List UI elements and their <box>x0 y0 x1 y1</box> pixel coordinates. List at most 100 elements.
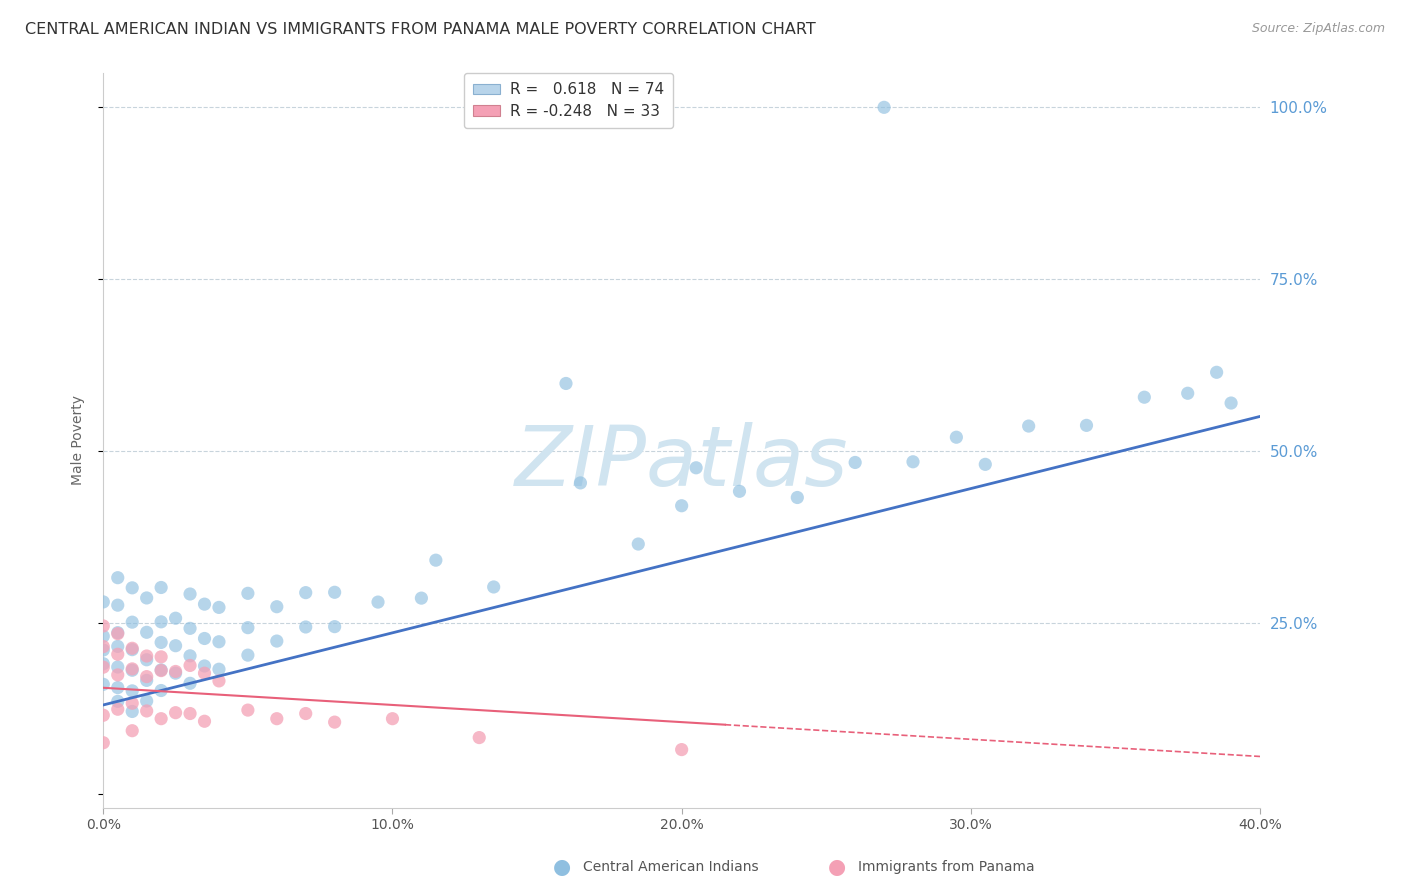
Point <box>671 499 693 513</box>
Text: ●: ● <box>554 857 571 877</box>
Point <box>236 621 259 635</box>
Point <box>208 662 231 676</box>
Text: ●: ● <box>828 857 845 877</box>
Text: ZIPatlas: ZIPatlas <box>515 422 848 503</box>
Point <box>107 625 129 640</box>
Point <box>236 586 259 600</box>
Point <box>135 673 157 688</box>
Point <box>193 666 215 681</box>
Point <box>91 640 114 654</box>
Point <box>135 704 157 718</box>
Point <box>266 634 288 648</box>
Legend: R =   0.618   N = 74, R = -0.248   N = 33: R = 0.618 N = 74, R = -0.248 N = 33 <box>464 73 673 128</box>
Point <box>179 648 201 663</box>
Point <box>150 664 173 678</box>
Point <box>121 615 143 630</box>
Point <box>121 662 143 676</box>
Point <box>150 712 173 726</box>
Point <box>107 702 129 716</box>
Point <box>1076 418 1098 433</box>
Point <box>179 676 201 690</box>
Point <box>266 599 288 614</box>
Point <box>945 430 967 444</box>
Point <box>627 537 650 551</box>
Point <box>121 641 143 656</box>
Point <box>107 668 129 682</box>
Point <box>121 696 143 710</box>
Point <box>91 595 114 609</box>
Point <box>107 640 129 654</box>
Point <box>179 621 201 635</box>
Point <box>367 595 389 609</box>
Point <box>179 658 201 673</box>
Point <box>671 742 693 756</box>
Point <box>135 591 157 605</box>
Point <box>135 694 157 708</box>
Point <box>150 581 173 595</box>
Point <box>294 620 316 634</box>
Point <box>208 634 231 648</box>
Point <box>107 681 129 695</box>
Point <box>165 639 187 653</box>
Point <box>91 619 114 633</box>
Point <box>411 591 433 606</box>
Point <box>685 460 707 475</box>
Point <box>91 677 114 691</box>
Point <box>107 648 129 662</box>
Y-axis label: Male Poverty: Male Poverty <box>72 395 86 485</box>
Point <box>121 684 143 698</box>
Point <box>91 660 114 674</box>
Point <box>1205 365 1227 379</box>
Point <box>236 703 259 717</box>
Point <box>1133 390 1156 404</box>
Point <box>193 714 215 729</box>
Point <box>323 585 346 599</box>
Point <box>135 670 157 684</box>
Point <box>482 580 505 594</box>
Point <box>208 600 231 615</box>
Point <box>786 491 808 505</box>
Point <box>165 706 187 720</box>
Point <box>150 649 173 664</box>
Point <box>294 585 316 599</box>
Point <box>91 643 114 657</box>
Point <box>135 648 157 663</box>
Text: Source: ZipAtlas.com: Source: ZipAtlas.com <box>1251 22 1385 36</box>
Point <box>323 715 346 730</box>
Point <box>121 663 143 677</box>
Point <box>121 705 143 719</box>
Point <box>91 708 114 723</box>
Point <box>165 665 187 679</box>
Point <box>901 455 924 469</box>
Point <box>121 723 143 738</box>
Point <box>728 484 751 499</box>
Point <box>1220 396 1243 410</box>
Point <box>179 587 201 601</box>
Point <box>135 653 157 667</box>
Point <box>381 712 404 726</box>
Point <box>1018 419 1040 434</box>
Point <box>555 376 578 391</box>
Text: Immigrants from Panama: Immigrants from Panama <box>858 860 1035 874</box>
Point <box>107 626 129 640</box>
Point <box>135 625 157 640</box>
Point <box>107 694 129 708</box>
Point <box>107 598 129 612</box>
Point <box>208 673 231 688</box>
Text: CENTRAL AMERICAN INDIAN VS IMMIGRANTS FROM PANAMA MALE POVERTY CORRELATION CHART: CENTRAL AMERICAN INDIAN VS IMMIGRANTS FR… <box>25 22 815 37</box>
Point <box>193 597 215 611</box>
Point <box>266 712 288 726</box>
Text: Central American Indians: Central American Indians <box>583 860 759 874</box>
Point <box>91 657 114 671</box>
Point <box>425 553 447 567</box>
Point <box>150 683 173 698</box>
Point <box>236 648 259 662</box>
Point <box>91 736 114 750</box>
Point <box>844 455 866 469</box>
Point <box>294 706 316 721</box>
Point <box>1177 386 1199 401</box>
Point <box>107 571 129 585</box>
Point <box>165 666 187 681</box>
Point <box>193 632 215 646</box>
Point <box>91 629 114 643</box>
